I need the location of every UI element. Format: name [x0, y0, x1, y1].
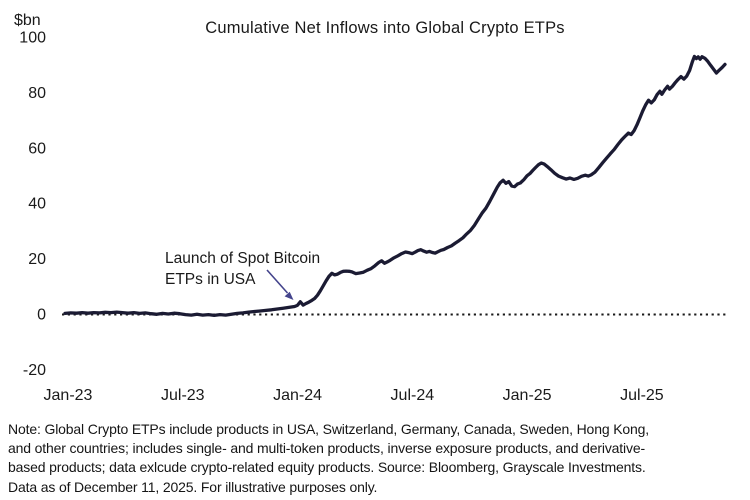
footnote: Note: Global Crypto ETPs include product…: [8, 420, 746, 497]
y-tick-label-60: 60: [28, 140, 46, 157]
footnote-line: based products; data exlcude crypto-rela…: [8, 459, 646, 476]
annotation-arrow-shaft: [266, 269, 289, 294]
y-tick-label-100: 100: [19, 30, 46, 47]
line-chart: $bn Cumulative Net Inflows into Global C…: [14, 12, 728, 404]
x-tick-label-Jan-25: Jan-25: [503, 387, 552, 404]
x-axis-tick-labels: Jan-23 Jul-23 Jan-24 Jul-24 Jan-25 Jul-25: [44, 387, 664, 404]
y-tick-label-80: 80: [28, 85, 46, 102]
chart-title: Cumulative Net Inflows into Global Crypt…: [205, 19, 565, 37]
y-tick-label-0: 0: [37, 307, 46, 324]
y-tick-label-20: 20: [28, 251, 46, 268]
y-axis-unit-label: $bn: [14, 12, 41, 29]
x-tick-label-Jan-24: Jan-24: [273, 387, 322, 404]
y-tick-label-40: 40: [28, 196, 46, 213]
cumulative-inflows-line: [63, 54, 727, 318]
annotation-arrow: [266, 269, 294, 300]
footnote-line: Data as of December 11, 2025. For illust…: [8, 478, 378, 495]
x-tick-label-Jul-24: Jul-24: [391, 387, 435, 404]
annotation-line-2: ETPs in USA: [165, 271, 256, 288]
y-axis-tick-labels: 100 80 60 40 20 0 -20: [19, 30, 46, 379]
annotation-line-1: Launch of Spot Bitcoin: [165, 250, 320, 267]
footnote-line: and other countries; includes single- an…: [8, 440, 646, 457]
x-tick-label-Jul-23: Jul-23: [161, 387, 205, 404]
footnote-line: Note: Global Crypto ETPs include product…: [8, 421, 650, 437]
x-tick-label-Jul-25: Jul-25: [620, 387, 664, 404]
x-tick-label-Jan-23: Jan-23: [44, 387, 93, 404]
annotation-arrowhead-icon: [284, 291, 294, 300]
chart-area: $bn Cumulative Net Inflows into Global C…: [14, 12, 728, 404]
y-tick-label--20: -20: [23, 362, 46, 379]
